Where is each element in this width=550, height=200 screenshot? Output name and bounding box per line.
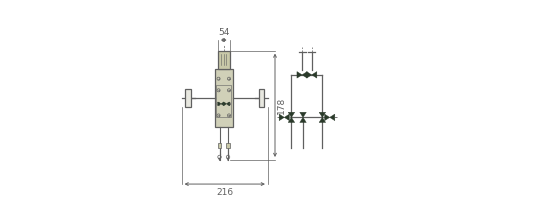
Bar: [185, 89, 191, 107]
Polygon shape: [288, 117, 295, 122]
Polygon shape: [227, 158, 229, 161]
Polygon shape: [218, 102, 221, 106]
Text: 54: 54: [218, 28, 229, 37]
Bar: [258, 89, 265, 107]
Polygon shape: [284, 114, 289, 121]
Polygon shape: [224, 102, 227, 106]
Polygon shape: [218, 158, 221, 161]
Bar: [226, 143, 230, 148]
Text: 178: 178: [277, 97, 287, 114]
Polygon shape: [319, 112, 326, 117]
Bar: [216, 85, 232, 117]
Polygon shape: [227, 102, 230, 106]
Polygon shape: [300, 117, 306, 122]
Bar: [218, 143, 222, 148]
Polygon shape: [312, 72, 317, 78]
Polygon shape: [329, 114, 335, 121]
Polygon shape: [324, 114, 329, 121]
Polygon shape: [300, 112, 306, 117]
Text: 216: 216: [216, 188, 233, 197]
Polygon shape: [319, 117, 326, 122]
Polygon shape: [306, 72, 312, 78]
Polygon shape: [302, 72, 307, 78]
Polygon shape: [288, 112, 295, 117]
Polygon shape: [297, 72, 302, 78]
Bar: [218, 51, 229, 69]
Bar: [214, 69, 233, 127]
Polygon shape: [279, 114, 284, 121]
Polygon shape: [221, 102, 224, 106]
